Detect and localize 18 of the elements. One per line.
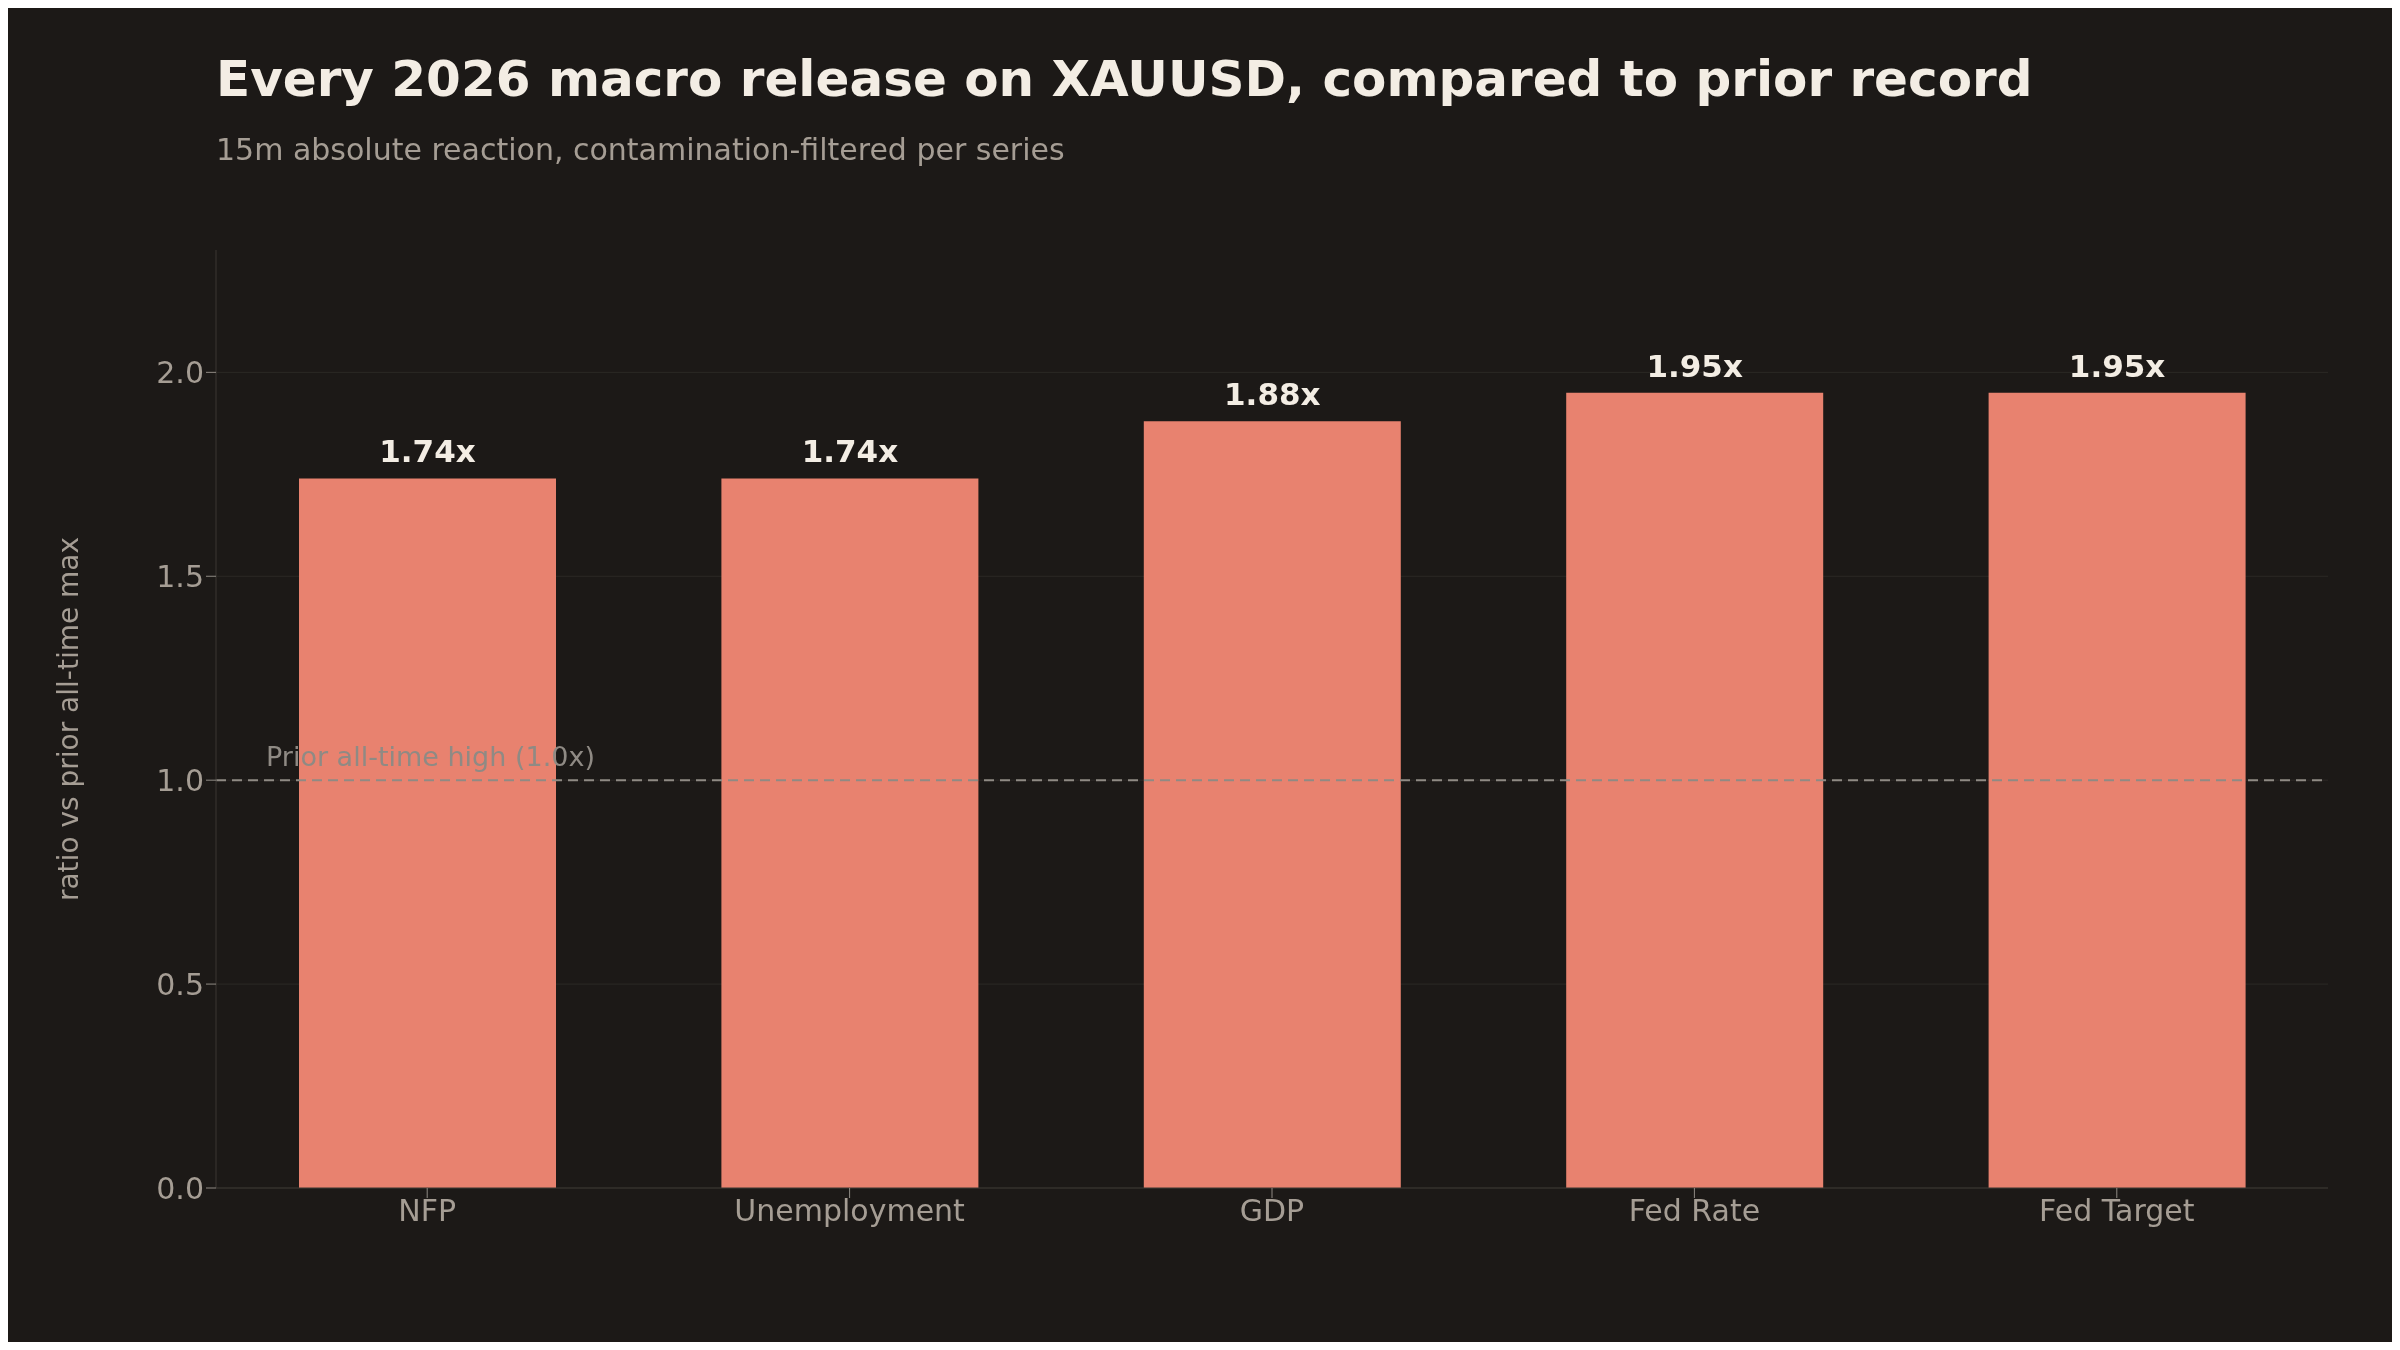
y-tick-label: 0.5 — [156, 966, 204, 1002]
x-tick-label: Fed Target — [2039, 1193, 2195, 1229]
data-label: 1.88x — [1224, 376, 1321, 413]
y-tick-label: 2.0 — [156, 355, 204, 390]
chart-title: Every 2026 macro release on XAUUSD, compared to prior record — [216, 50, 2033, 108]
x-tick-label: NFP — [398, 1193, 457, 1229]
data-label: 1.95x — [1646, 347, 1743, 384]
y-axis-title: ratio vs prior all-time max — [51, 536, 85, 902]
x-tick-label: GDP — [1239, 1193, 1305, 1229]
chart-subtitle: 15m absolute reaction, contamination-filtered per series — [216, 132, 1065, 167]
y-tick-label: 1.0 — [156, 762, 204, 798]
x-tick-label: Fed Rate — [1628, 1193, 1761, 1229]
data-label: 1.74x — [801, 433, 899, 470]
data-label: 1.74x — [379, 433, 476, 470]
x-tick-label: Unemployment — [734, 1193, 966, 1229]
data-label: 1.95x — [2068, 347, 2166, 384]
y-tick-label: 1.5 — [156, 558, 204, 594]
y-tick-label: 0.0 — [156, 1170, 204, 1206]
